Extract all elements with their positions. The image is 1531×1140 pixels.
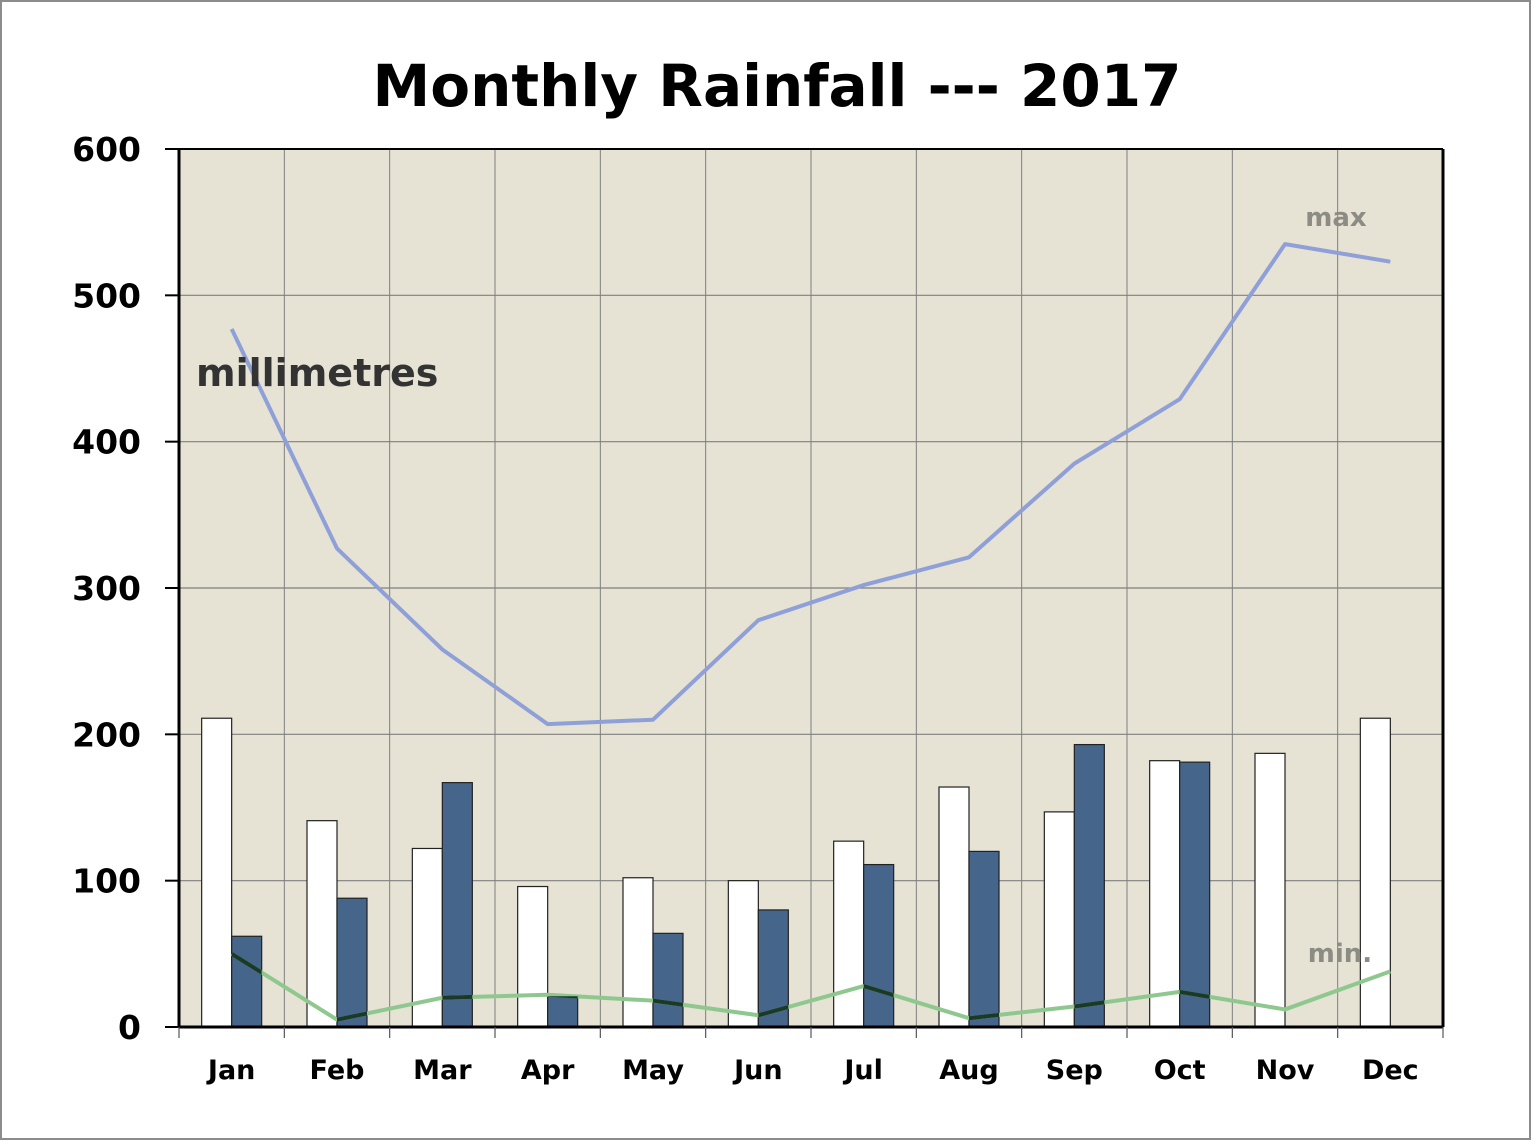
bar-series-2-mar — [441, 782, 473, 1028]
y-tick-label: 500 — [72, 276, 141, 315]
y-tick-label: 300 — [72, 569, 141, 608]
bar-series-1-jan — [201, 717, 233, 1028]
chart-title: Monthly Rainfall --- 2017 — [373, 52, 1182, 120]
bar-series-1-nov — [1254, 752, 1286, 1028]
y-tick-label: 600 — [72, 130, 141, 169]
bar-series-2-aug — [968, 850, 1000, 1028]
bar-series-1-apr — [517, 885, 549, 1028]
y-tick-label: 100 — [72, 862, 141, 901]
x-tick-label-oct: Oct — [1154, 1055, 1206, 1086]
bar-series-1-jul — [833, 840, 865, 1028]
bar-series-1-jun — [727, 880, 759, 1028]
x-tick-label-apr: Apr — [521, 1055, 575, 1086]
x-tick-label-feb: Feb — [310, 1055, 365, 1086]
bar-series-2-jan — [231, 935, 263, 1028]
x-tick-label-jul: Jul — [842, 1055, 883, 1086]
max-line — [229, 242, 1391, 727]
bar-series-1-may — [622, 877, 654, 1028]
bar-series-2-oct — [1179, 761, 1211, 1028]
y-tick-label: 400 — [72, 423, 141, 462]
bar-series-1-oct — [1149, 760, 1181, 1028]
x-tick-label-sep: Sep — [1046, 1055, 1103, 1086]
bar-series-1-feb — [306, 820, 338, 1028]
x-tick-label-mar: Mar — [413, 1055, 472, 1086]
x-tick-label-nov: Nov — [1256, 1055, 1315, 1086]
axes — [165, 148, 1445, 1038]
bar-series-2-feb — [336, 897, 368, 1028]
bar-series-2-sep — [1073, 743, 1105, 1028]
bar-series-1-sep — [1043, 811, 1075, 1028]
bar-series-2-jul — [863, 863, 895, 1028]
x-tick-label-jan: Jan — [206, 1055, 256, 1086]
max-series-label: max — [1305, 203, 1367, 233]
bar-series-2-apr — [547, 995, 579, 1028]
y-tick-labels: 0 100 200 300 400 500 600 — [72, 130, 141, 1047]
bar-series-1-aug — [938, 786, 970, 1028]
min-series-label: min. — [1308, 939, 1372, 969]
x-tick-label-may: May — [622, 1055, 684, 1086]
y-tick-label: 200 — [72, 715, 141, 754]
bar-series-2-may — [652, 932, 684, 1028]
x-tick-labels: Jan Feb Mar Apr May Jun Jul Aug Sep Oct Nov Dec — [206, 1055, 1419, 1086]
unit-label: millimetres — [196, 351, 438, 395]
bar-series — [201, 717, 1391, 1028]
x-tick-label-aug: Aug — [939, 1055, 998, 1086]
x-tick-label-dec: Dec — [1362, 1055, 1419, 1086]
line-series — [229, 242, 1392, 1022]
y-tick-label: 0 — [118, 1008, 141, 1047]
x-tick-label-jun: Jun — [732, 1055, 783, 1086]
